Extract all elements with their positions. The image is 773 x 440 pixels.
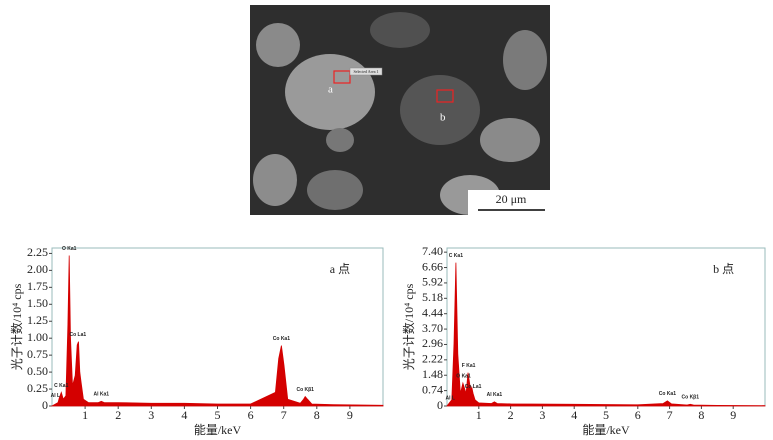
peak-label: Al L xyxy=(445,395,454,401)
y-tick-label: 1.25 xyxy=(27,313,48,327)
y-tick-label: 3.70 xyxy=(422,321,443,335)
y-tick-label: 1.48 xyxy=(422,367,443,381)
peak-label: Co Ka1 xyxy=(273,336,290,342)
y-axis-label: 光子计数/10⁴ cps xyxy=(401,283,416,370)
area-box xyxy=(333,70,351,84)
peak-label: Al L xyxy=(51,393,60,399)
y-tick-label: 0.25 xyxy=(27,381,48,395)
x-tick-label: 8 xyxy=(314,408,320,422)
peak-label: C Ka1 xyxy=(449,253,463,259)
x-tick-label: 8 xyxy=(698,408,704,422)
spectrum xyxy=(50,255,384,407)
y-tick-label: 5.18 xyxy=(422,290,443,304)
area-label: Selected Area 1 xyxy=(353,69,378,74)
y-tick-label: 1.50 xyxy=(27,296,48,310)
particle xyxy=(253,154,297,206)
y-tick-label: 5.92 xyxy=(422,275,443,289)
x-tick-label: 1 xyxy=(82,408,88,422)
x-tick-label: 4 xyxy=(181,408,187,422)
scale-label: 20 μm xyxy=(496,192,527,206)
panel-label: a 点 xyxy=(330,262,350,276)
y-tick-label: 2.22 xyxy=(422,352,443,366)
x-tick-label: 3 xyxy=(539,408,545,422)
y-tick-label: 0.74 xyxy=(422,382,443,396)
peak-label: C Ka1 xyxy=(54,383,68,389)
x-tick-label: 9 xyxy=(347,408,353,422)
x-tick-label: 7 xyxy=(667,408,673,422)
x-tick-label: 7 xyxy=(281,408,287,422)
y-tick-label: 7.40 xyxy=(422,244,443,258)
peak-label: Al Ka1 xyxy=(94,392,110,398)
particle xyxy=(480,118,540,162)
y-tick-label: 0 xyxy=(437,398,443,412)
y-tick-label: 4.44 xyxy=(422,305,443,319)
y-tick-label: 0 xyxy=(42,398,48,412)
y-tick-label: 6.66 xyxy=(422,259,443,273)
scale-box xyxy=(468,190,550,215)
panel-label: b 点 xyxy=(713,262,734,276)
particle-cluster xyxy=(400,75,480,145)
y-tick-label: 2.00 xyxy=(27,262,48,276)
peak-label: Co La1 xyxy=(69,332,86,338)
area-tag xyxy=(349,67,383,76)
y-tick-label: 2.96 xyxy=(422,336,443,350)
y-tick-label: 0.50 xyxy=(27,364,48,378)
x-tick-label: 2 xyxy=(508,408,514,422)
y-tick-label: 1.00 xyxy=(27,330,48,344)
x-tick-label: 6 xyxy=(635,408,641,422)
x-tick-label: 1 xyxy=(476,408,482,422)
particle xyxy=(256,23,300,67)
area-box xyxy=(436,89,454,103)
x-axis-label: 能量/keV xyxy=(194,423,242,437)
peak-label: Co Kβ1 xyxy=(682,395,700,401)
point-label: a xyxy=(328,84,333,96)
y-tick-label: 1.75 xyxy=(27,279,48,293)
peak-label: O Ka1 xyxy=(62,246,77,252)
x-tick-label: 5 xyxy=(215,408,221,422)
particle xyxy=(370,12,430,48)
x-tick-label: 2 xyxy=(115,408,121,422)
peak-label: Co Kβ1 xyxy=(296,387,314,393)
particle xyxy=(326,128,354,152)
sem-image: Selected Area 1 a b 20 μm xyxy=(250,5,550,215)
y-tick-label: 0.75 xyxy=(27,347,48,361)
particle xyxy=(503,30,547,90)
x-tick-label: 5 xyxy=(603,408,609,422)
y-axis-label: 光子计数/10⁴ cps xyxy=(9,283,24,370)
x-tick-label: 4 xyxy=(571,408,577,422)
peak-label: Co La1 xyxy=(465,384,482,390)
x-axis-label: 能量/keV xyxy=(582,423,630,437)
particle xyxy=(307,170,363,210)
x-tick-label: 9 xyxy=(730,408,736,422)
x-tick-label: 3 xyxy=(148,408,154,422)
point-label: b xyxy=(440,112,446,124)
x-tick-label: 6 xyxy=(248,408,254,422)
peak-label: Al Ka1 xyxy=(487,392,503,398)
y-tick-label: 2.25 xyxy=(27,245,48,259)
peak-label: F Ka1 xyxy=(462,363,476,369)
spectrum xyxy=(446,262,766,407)
peak-label: Co Ka1 xyxy=(659,391,676,397)
peak-label: O Ka1 xyxy=(456,373,471,379)
